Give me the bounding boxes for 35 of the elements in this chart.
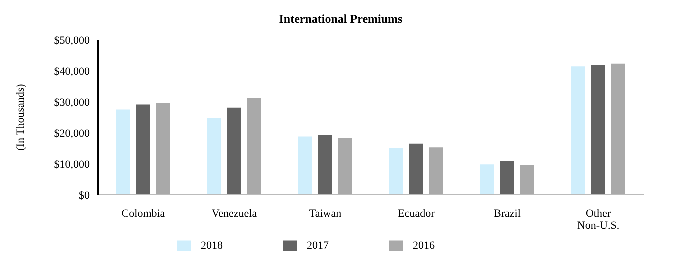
bar bbox=[156, 103, 170, 195]
bar bbox=[520, 165, 534, 195]
bar bbox=[116, 110, 130, 195]
bar bbox=[500, 161, 514, 195]
x-tick-label: Other Non-U.S. bbox=[577, 208, 620, 232]
legend-label: 2016 bbox=[413, 240, 435, 252]
x-tick-label: Venezuela bbox=[212, 208, 258, 220]
bar bbox=[247, 98, 262, 195]
bar bbox=[298, 136, 312, 195]
chart-title: International Premiums bbox=[278, 12, 404, 28]
y-tick-label: $10,000 bbox=[54, 158, 90, 171]
bar bbox=[136, 104, 150, 195]
x-tick-label: Brazil bbox=[494, 208, 521, 220]
x-tick-label: Ecuador bbox=[398, 208, 436, 220]
bar bbox=[591, 65, 606, 195]
bar bbox=[571, 66, 586, 195]
bar bbox=[207, 118, 222, 195]
y-tick-label: $30,000 bbox=[54, 96, 90, 109]
x-tick-label: Taiwan bbox=[309, 208, 342, 220]
bar bbox=[227, 108, 242, 195]
y-tick-label: $40,000 bbox=[54, 66, 90, 78]
bar bbox=[409, 144, 424, 195]
y-axis-title: (In Thousands) bbox=[14, 84, 27, 151]
legend-label: 2018 bbox=[201, 240, 223, 252]
bar bbox=[480, 164, 494, 195]
y-tick-label: $20,000 bbox=[54, 128, 90, 140]
y-tick-label: $0 bbox=[79, 190, 90, 202]
y-tick-label: $50,000 bbox=[54, 34, 90, 47]
bar bbox=[318, 135, 332, 195]
bar bbox=[611, 64, 626, 195]
bar bbox=[389, 148, 404, 195]
x-tick-label: Colombia bbox=[122, 208, 166, 220]
legend-label: 2017 bbox=[307, 240, 329, 252]
bar bbox=[338, 138, 352, 195]
bar bbox=[429, 148, 444, 195]
